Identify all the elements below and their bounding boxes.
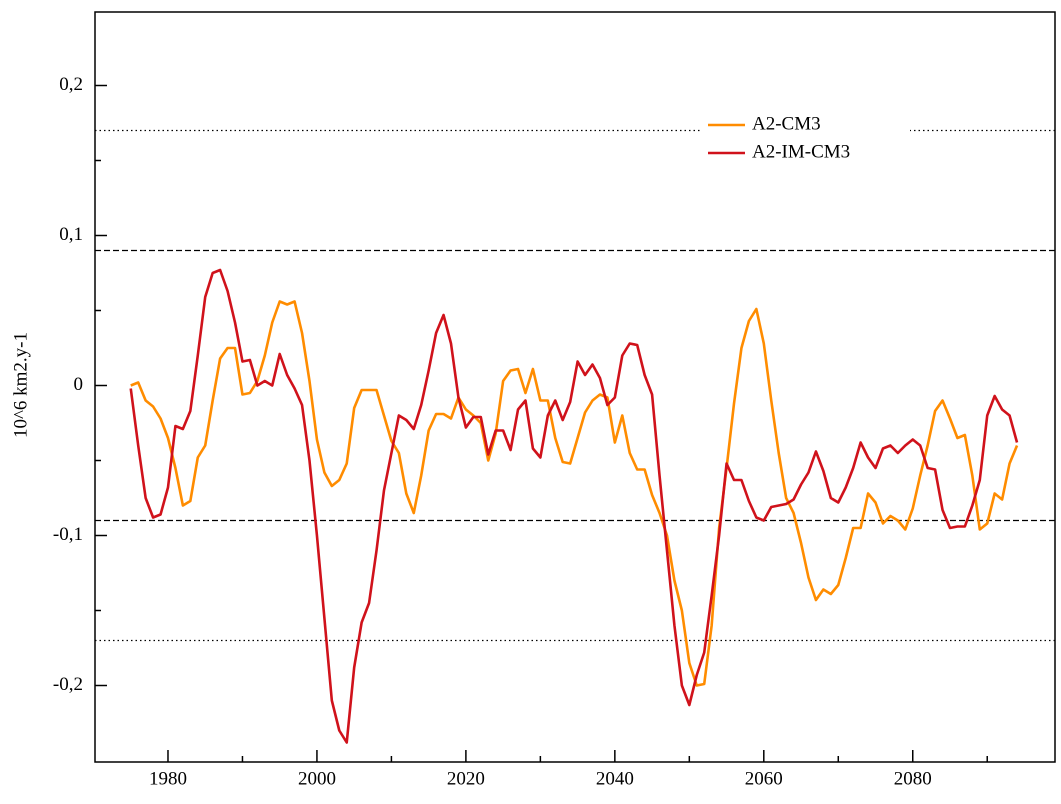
legend-label: A2-CM3 xyxy=(752,113,821,134)
series-line xyxy=(129,268,1019,744)
x-tick-label: 2040 xyxy=(596,768,634,789)
y-axis-title: 10^6 km2.y-1 xyxy=(10,332,31,438)
y-tick-label: 0 xyxy=(74,374,84,395)
x-tick-label: 1980 xyxy=(149,768,187,789)
y-tick-label: -0,2 xyxy=(53,674,83,695)
x-tick-label: 2000 xyxy=(298,768,336,789)
series-line xyxy=(130,300,1019,687)
y-tick-label: -0,1 xyxy=(53,524,83,545)
x-tick-label: 2060 xyxy=(745,768,783,789)
legend-label: A2-IM-CM3 xyxy=(752,141,850,162)
y-tick-label: 0,1 xyxy=(59,224,83,245)
x-tick-label: 2020 xyxy=(447,768,485,789)
plot-frame xyxy=(94,11,1056,763)
y-tick-label: 0,2 xyxy=(59,74,83,95)
x-tick-label: 2080 xyxy=(894,768,932,789)
legend-box xyxy=(700,110,910,182)
